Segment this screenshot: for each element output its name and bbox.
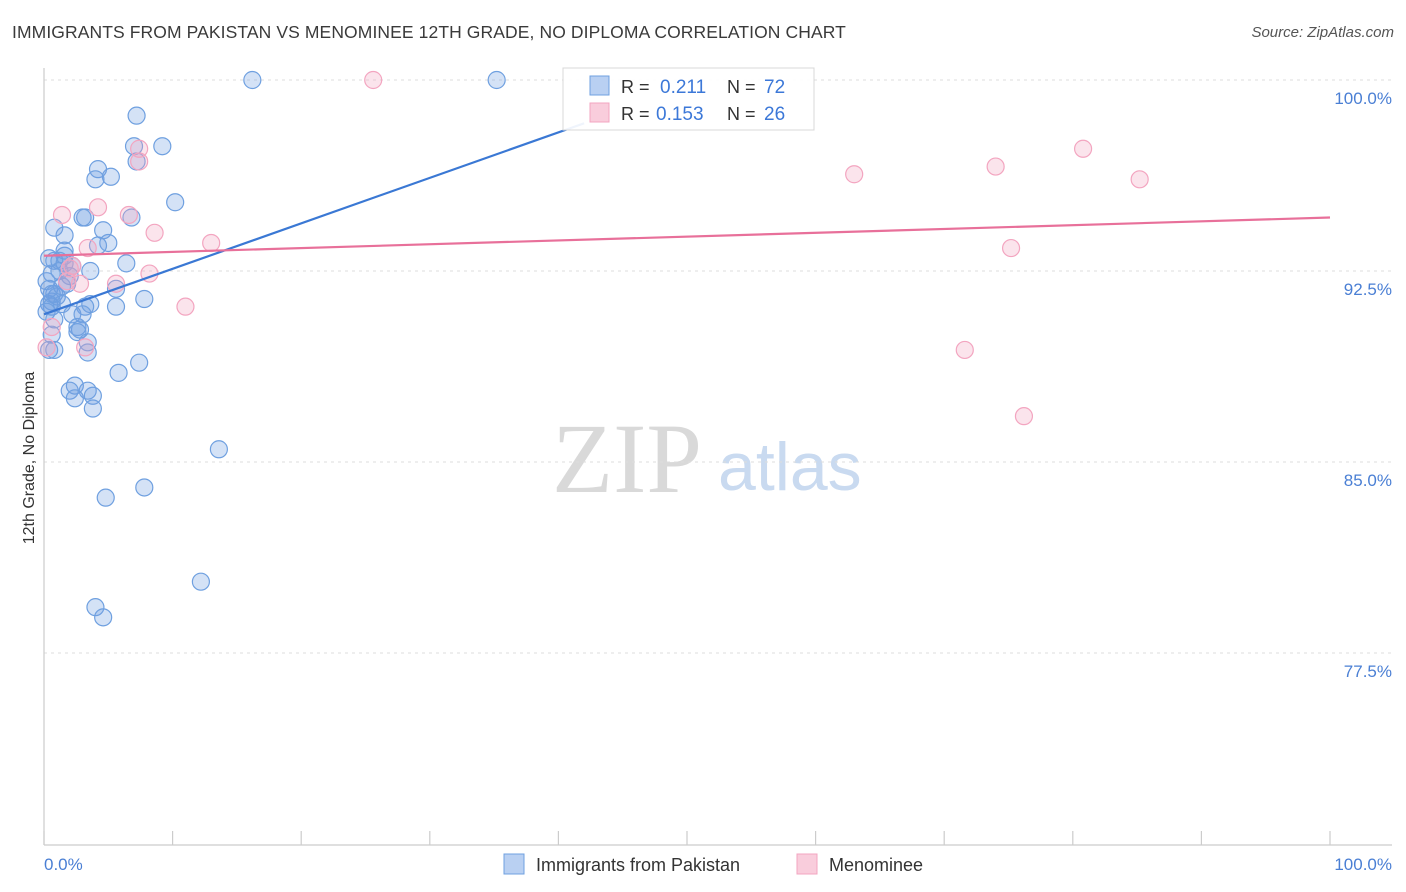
trend-line-pakistan [43,122,585,316]
data-point-menominee[interactable] [986,157,1005,176]
y-tick-label: 77.5% [1344,662,1392,681]
series-pakistan-points [37,70,506,627]
source-label: Source: ZipAtlas.com [1251,24,1394,41]
data-point-menominee[interactable] [845,165,864,184]
y-tick-labels: 100.0% 92.5% 85.0% 77.5% [1334,89,1392,681]
data-point-pakistan[interactable] [209,440,228,459]
series-menominee-points [37,70,1149,426]
legend-r-value-2: 0.153 [656,104,704,125]
data-point-pakistan[interactable] [83,386,102,405]
legend-r-value-1: 0.211 [660,77,706,98]
y-tick-label: 85.0% [1344,471,1392,490]
x-tick-label-right: 100.0% [1334,855,1392,874]
data-point-pakistan[interactable] [86,170,105,189]
data-point-menominee[interactable] [176,297,195,316]
legend-swatch-pakistan [589,75,610,96]
stats-legend: R = 0.211 N = 72 R = 0.153 N = 26 [562,67,815,131]
gridlines [44,79,1392,654]
data-point-pakistan[interactable] [78,333,97,352]
data-point-pakistan[interactable] [122,208,141,227]
data-point-menominee[interactable] [1001,238,1021,258]
x-axis-ticks [43,831,1331,845]
data-point-pakistan[interactable] [94,608,113,627]
data-point-pakistan[interactable] [73,208,92,227]
data-point-menominee[interactable] [78,238,97,258]
data-point-pakistan[interactable] [96,488,115,507]
data-point-menominee[interactable] [130,152,149,171]
data-point-pakistan[interactable] [127,106,146,125]
data-point-pakistan[interactable] [101,167,120,186]
bottom-legend-menominee[interactable]: Menominee [829,855,923,875]
data-point-pakistan[interactable] [52,277,72,296]
data-point-menominee[interactable] [76,338,95,357]
data-point-menominee[interactable] [42,317,61,337]
data-point-menominee[interactable] [70,274,90,293]
bottom-swatch-pakistan[interactable] [503,853,525,875]
y-tick-label: 92.5% [1344,280,1392,299]
data-point-pakistan[interactable] [153,137,172,156]
data-point-pakistan[interactable] [135,478,154,497]
data-point-menominee[interactable] [119,205,138,225]
data-point-pakistan[interactable] [42,284,61,304]
data-point-pakistan[interactable] [191,572,210,591]
chart-title: IMMIGRANTS FROM PAKISTAN VS MENOMINEE 12… [12,22,846,42]
data-point-menominee[interactable] [37,338,56,357]
data-point-menominee[interactable] [145,223,164,242]
data-point-menominee[interactable] [52,205,72,225]
legend-n-value-2: 26 [764,104,785,125]
data-point-pakistan[interactable] [68,317,87,337]
data-point-pakistan[interactable] [65,389,84,408]
data-point-pakistan[interactable] [106,297,126,316]
data-point-menominee[interactable] [88,198,108,217]
data-point-menominee[interactable] [1014,407,1034,426]
legend-r-label-1: R = [621,77,650,97]
legend-n-value-1: 72 [764,77,785,98]
data-point-pakistan[interactable] [40,340,59,360]
data-point-pakistan[interactable] [109,363,128,382]
data-point-pakistan[interactable] [55,226,74,245]
legend-r-label-2: R = [621,104,650,124]
data-point-menominee[interactable] [60,259,79,278]
data-point-pakistan[interactable] [135,289,154,309]
data-point-pakistan[interactable] [83,399,102,418]
data-point-menominee[interactable] [364,70,383,90]
data-point-pakistan[interactable] [78,343,97,362]
trend-line-menominee [43,216,1331,257]
bottom-swatch-menominee[interactable] [796,853,818,875]
legend-swatch-menominee [589,102,610,123]
data-point-menominee[interactable] [202,233,221,253]
data-point-menominee[interactable] [1073,139,1093,158]
x-tick-label-left: 0.0% [44,855,83,874]
data-point-menominee[interactable] [955,340,974,360]
data-point-pakistan[interactable] [81,261,100,281]
y-tick-label: 100.0% [1334,89,1392,108]
bottom-legend-pakistan[interactable]: Immigrants from Pakistan [536,855,740,875]
data-point-pakistan[interactable] [86,598,105,617]
watermark-atlas: atlas [718,429,862,505]
data-point-pakistan[interactable] [117,254,136,273]
data-point-pakistan[interactable] [166,193,185,212]
data-point-pakistan[interactable] [130,353,149,372]
data-point-menominee[interactable] [130,139,149,158]
watermark-zip: ZIP [552,403,702,514]
legend-n-label-2: N = [727,104,756,124]
data-point-menominee[interactable] [1130,170,1149,189]
y-axis-label: 12th Grade, No Diploma [21,372,38,545]
data-point-pakistan[interactable] [243,70,262,90]
series-legend: Immigrants from Pakistan Menominee [503,853,923,875]
data-point-pakistan[interactable] [487,70,506,90]
legend-n-label-1: N = [727,77,756,97]
